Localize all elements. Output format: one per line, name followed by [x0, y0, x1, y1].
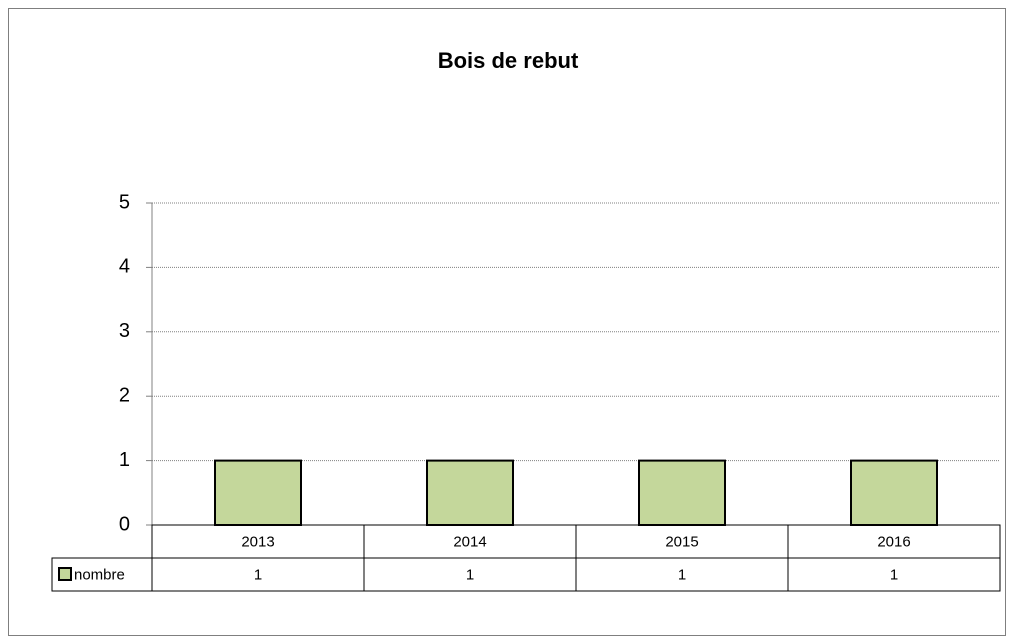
table-row: [51, 557, 1001, 592]
chart-border: [8, 8, 1006, 636]
x-tick-label: 2014: [453, 533, 486, 550]
y-tick-label: 3: [119, 320, 130, 342]
legend-label: nombre: [74, 566, 125, 583]
x-tick-label: 2015: [665, 533, 698, 550]
y-tick-label: 4: [119, 256, 130, 278]
legend-key: [58, 567, 72, 581]
bar: [426, 459, 514, 527]
table-value: 1: [890, 566, 898, 583]
bar: [850, 459, 938, 527]
y-tick-label: 0: [119, 513, 130, 535]
chart-title: Bois de rebut: [438, 48, 579, 73]
y-tick-label: 5: [119, 191, 130, 213]
bar: [638, 459, 726, 527]
bar: [214, 459, 302, 527]
x-tick-label: 2016: [877, 533, 910, 550]
table-value: 1: [678, 566, 686, 583]
x-tick-label: 2013: [241, 533, 274, 550]
table-value: 1: [254, 566, 262, 583]
y-tick-label: 2: [119, 384, 130, 406]
y-tick-label: 1: [119, 449, 130, 471]
table-value: 1: [466, 566, 474, 583]
